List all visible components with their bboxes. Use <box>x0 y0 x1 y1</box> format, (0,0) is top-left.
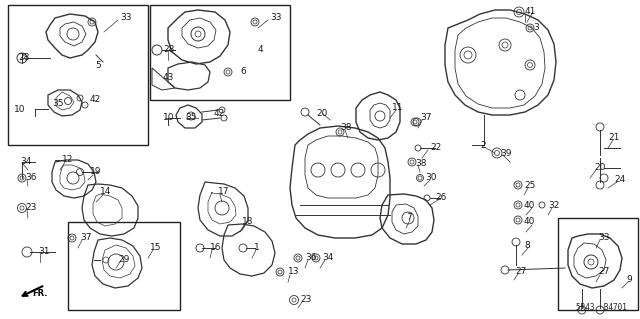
Text: 35: 35 <box>52 99 63 108</box>
Text: 6: 6 <box>240 68 246 77</box>
Text: 13: 13 <box>288 268 300 277</box>
Text: 28: 28 <box>18 54 29 63</box>
Text: 15: 15 <box>150 243 161 253</box>
Text: 24: 24 <box>614 175 625 184</box>
Text: 10: 10 <box>163 114 175 122</box>
Text: 20: 20 <box>594 164 605 173</box>
Text: 3: 3 <box>533 24 539 33</box>
Text: 11: 11 <box>392 103 403 113</box>
Text: 9: 9 <box>626 276 632 285</box>
Text: 31: 31 <box>38 248 49 256</box>
Text: 19: 19 <box>90 167 102 176</box>
Text: 29: 29 <box>118 256 129 264</box>
Text: 40: 40 <box>524 201 536 210</box>
Text: 7: 7 <box>406 213 412 222</box>
Bar <box>558 218 638 310</box>
Text: 37: 37 <box>420 114 431 122</box>
Text: 20: 20 <box>316 108 328 117</box>
Bar <box>68 222 180 310</box>
Text: 38: 38 <box>415 159 426 167</box>
Text: 5: 5 <box>95 61 100 70</box>
Text: 39: 39 <box>500 149 511 158</box>
Bar <box>150 5 290 100</box>
Text: 17: 17 <box>218 188 230 197</box>
Text: 4: 4 <box>258 46 264 55</box>
Text: 18: 18 <box>242 218 253 226</box>
Bar <box>8 5 148 145</box>
Text: 2: 2 <box>480 140 486 150</box>
Text: 33: 33 <box>270 13 282 23</box>
Text: 28: 28 <box>163 46 174 55</box>
Text: 35: 35 <box>185 114 196 122</box>
Text: 37: 37 <box>80 234 92 242</box>
Text: 42: 42 <box>90 95 101 105</box>
Text: 32: 32 <box>548 201 559 210</box>
Text: 34: 34 <box>20 158 31 167</box>
Text: 1: 1 <box>254 243 260 253</box>
Text: 33: 33 <box>120 13 131 23</box>
Text: 27: 27 <box>598 268 609 277</box>
Text: 23: 23 <box>300 295 312 305</box>
Text: 12: 12 <box>62 155 74 165</box>
Text: 30: 30 <box>425 174 436 182</box>
Text: 14: 14 <box>100 188 111 197</box>
Text: 16: 16 <box>210 243 221 253</box>
Text: 33: 33 <box>598 234 609 242</box>
Text: 42: 42 <box>214 109 225 118</box>
Text: 41: 41 <box>525 8 536 17</box>
Text: 38: 38 <box>340 123 351 132</box>
Text: FR.: FR. <box>32 288 47 298</box>
Text: 5R43  B4701: 5R43 B4701 <box>576 303 627 312</box>
Text: 22: 22 <box>430 144 441 152</box>
Text: 36: 36 <box>305 254 317 263</box>
Text: 10: 10 <box>14 105 26 114</box>
Text: 25: 25 <box>524 181 536 189</box>
Text: 34: 34 <box>322 254 333 263</box>
Text: 26: 26 <box>435 194 446 203</box>
Text: 21: 21 <box>608 133 620 143</box>
Text: 8: 8 <box>524 241 530 249</box>
Text: 23: 23 <box>25 204 36 212</box>
Text: 27: 27 <box>515 268 526 277</box>
Text: 40: 40 <box>524 218 536 226</box>
Text: 43: 43 <box>163 73 174 83</box>
Text: 36: 36 <box>25 174 36 182</box>
